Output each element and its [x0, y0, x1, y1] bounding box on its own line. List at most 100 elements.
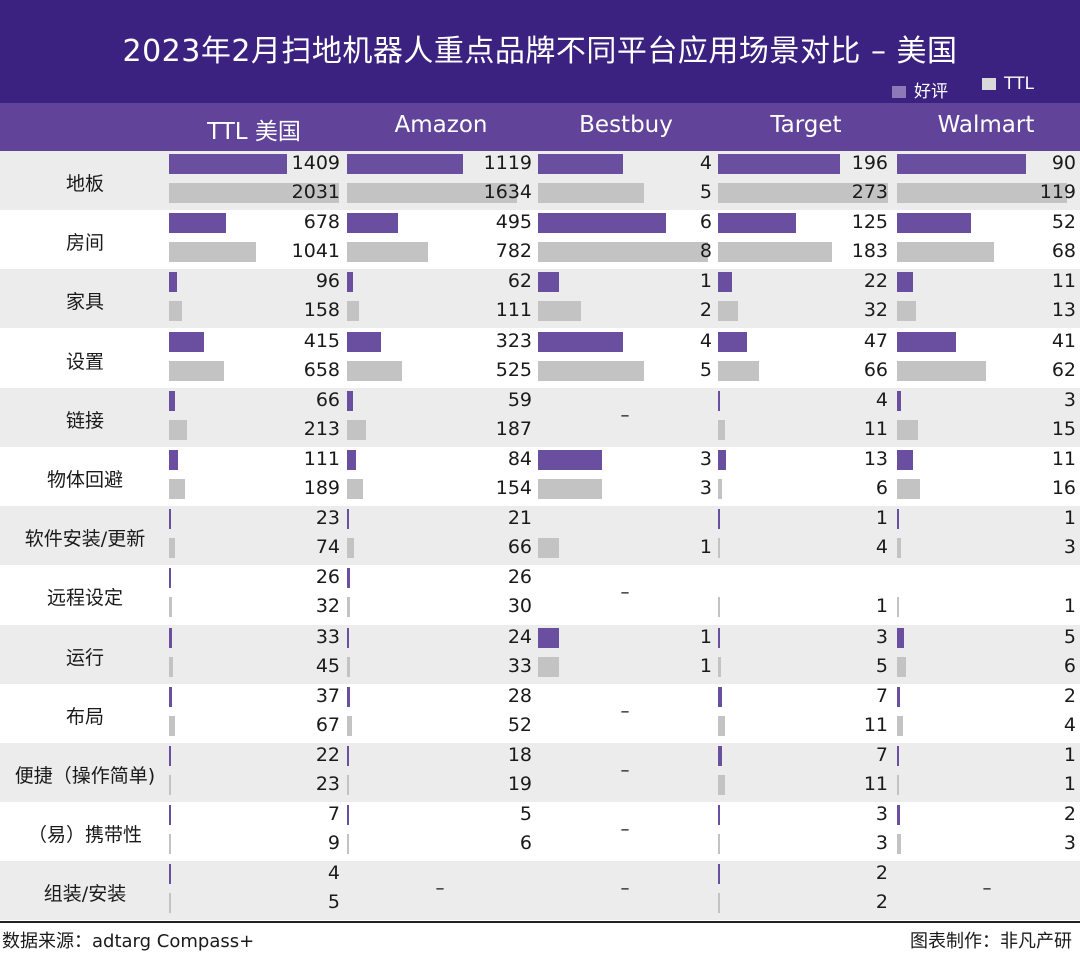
bar-ttl [897, 656, 906, 677]
legend-good-swatch [892, 86, 906, 98]
bar-good [347, 568, 350, 589]
missing-value: – [620, 760, 630, 781]
category-label: 运行 [65, 646, 104, 669]
title-bar [0, 0, 1080, 103]
bar-ttl [538, 479, 602, 499]
bar-ttl [897, 479, 920, 499]
value-label-good: 23 [315, 507, 340, 530]
bar-ttl [718, 242, 832, 263]
value-label-good: 84 [507, 448, 532, 470]
value-label-good: 11 [1051, 448, 1076, 470]
value-label-good: 1 [1063, 744, 1076, 766]
value-label-good: 196 [851, 152, 888, 174]
bar-good [718, 213, 796, 234]
bar-ttl [347, 715, 353, 736]
column-header-2: Bestbuy [579, 112, 673, 138]
missing-value: – [620, 700, 630, 722]
bar-ttl [538, 656, 560, 677]
bar-ttl [718, 538, 721, 559]
value-label-good: 4 [875, 388, 888, 411]
value-label-ttl: 6 [519, 832, 532, 855]
value-label-good: 18 [507, 744, 532, 766]
bar-good [718, 390, 721, 411]
bar-good [169, 627, 172, 648]
value-label-ttl: 2 [699, 299, 712, 322]
legend-ttl-label: TTL [1004, 74, 1034, 94]
bar-good [718, 746, 723, 766]
data-source: 数据来源：adtarg Compass+ [2, 931, 255, 952]
bar-good [897, 450, 913, 470]
bar-ttl [897, 538, 902, 559]
value-label-ttl: 30 [507, 595, 532, 618]
value-label-good: 7 [875, 684, 888, 707]
bar-ttl [347, 538, 354, 559]
bar-ttl [538, 242, 708, 263]
bar-ttl [897, 301, 916, 322]
bar-ttl [718, 183, 888, 203]
value-label-good: 26 [507, 566, 532, 589]
bar-ttl [897, 715, 903, 736]
bar-good [718, 154, 841, 174]
value-label-ttl: 16 [1051, 477, 1076, 499]
value-label-ttl: 52 [507, 713, 532, 736]
bar-ttl [897, 834, 902, 855]
value-label-good: 21 [507, 507, 532, 530]
value-label-good: 1409 [291, 152, 340, 174]
value-label-ttl: 3 [699, 477, 712, 499]
value-label-ttl: 1 [699, 654, 712, 677]
bar-good [538, 272, 560, 293]
value-label-good: 96 [315, 270, 340, 293]
value-label-good: 22 [315, 744, 340, 766]
bar-ttl [897, 597, 899, 618]
value-label-good: 2 [1063, 803, 1076, 826]
legend-ttl-swatch [982, 78, 996, 90]
bar-good [347, 509, 350, 530]
value-label-ttl: 213 [303, 417, 340, 440]
value-label-ttl: 4 [875, 536, 888, 559]
bar-ttl [347, 183, 517, 203]
bar-ttl [718, 360, 760, 381]
missing-value: – [620, 404, 630, 426]
column-header-4: Walmart [937, 112, 1035, 138]
bar-ttl [347, 419, 367, 440]
bar-ttl [169, 419, 187, 440]
category-label: （易）携带性 [27, 824, 142, 847]
chart-credit: 图表制作：非凡产研 [910, 931, 1072, 952]
bar-ttl [169, 360, 225, 381]
value-label-good: 5 [519, 803, 532, 826]
value-label-good: 6 [699, 211, 712, 234]
bar-ttl [169, 183, 339, 203]
value-label-good: 111 [303, 448, 340, 470]
bar-good [538, 627, 560, 648]
value-label-ttl: 658 [303, 358, 340, 381]
value-label-good: 3 [1063, 388, 1076, 411]
bar-ttl [347, 242, 429, 263]
value-label-good: 1 [699, 270, 712, 293]
bar-ttl [718, 893, 720, 914]
missing-value: – [435, 878, 445, 900]
bar-ttl [169, 893, 171, 914]
bar-good [347, 450, 356, 470]
category-label: 布局 [65, 705, 104, 728]
bar-good [538, 450, 602, 470]
value-label-ttl: 1634 [483, 181, 532, 203]
value-label-ttl: 19 [507, 773, 532, 795]
bar-good [169, 864, 171, 885]
value-label-good: 4 [699, 329, 712, 352]
value-label-good: 4 [699, 152, 712, 174]
value-label-ttl: 9 [327, 832, 340, 855]
bar-good [169, 450, 179, 470]
bar-good [347, 805, 349, 826]
missing-value: – [982, 878, 992, 900]
category-label: 房间 [65, 232, 104, 255]
category-label: 设置 [65, 350, 104, 373]
bar-good [718, 272, 732, 293]
category-label: 链接 [65, 409, 104, 432]
bar-ttl [897, 183, 1067, 203]
value-label-good: 495 [495, 211, 532, 234]
value-label-ttl: 5 [699, 358, 712, 381]
value-label-good: 4 [327, 862, 340, 885]
value-label-ttl: 11 [863, 713, 888, 736]
missing-value: – [620, 878, 630, 900]
value-label-ttl: 6 [1063, 654, 1076, 677]
